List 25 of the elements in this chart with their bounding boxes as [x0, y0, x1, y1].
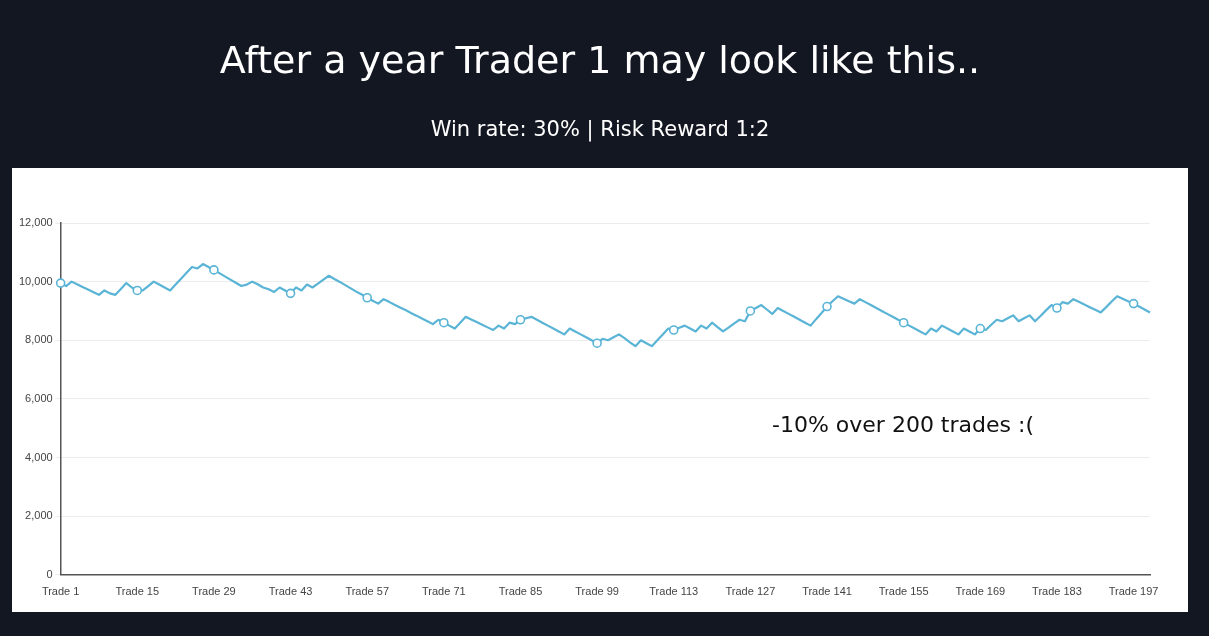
x-tick-label: Trade 99	[575, 585, 619, 598]
annotation: -10% over 200 trades :(	[772, 412, 1034, 437]
x-tick-label: Trade 169	[955, 585, 1006, 598]
y-tick-label: 10,000	[18, 274, 53, 287]
chart-title: After a year Trader 1 may look like this..	[218, 38, 982, 82]
x-tick-label: Trade 43	[268, 585, 313, 598]
y-tick-label: 0	[46, 567, 53, 580]
x-tick-label: Trade 85	[498, 585, 543, 598]
x-tick-label: Trade 15	[115, 585, 160, 598]
x-tick-label: Trade 57	[345, 585, 390, 598]
y-tick-label: 12,000	[18, 216, 53, 229]
y-tick-label: 6,000	[25, 391, 53, 404]
x-tick-label: Trade 155	[878, 585, 929, 598]
chart-subtitle: Win rate: 30% | Risk Reward 1:2	[429, 117, 771, 141]
x-tick-label: Trade 141	[802, 585, 852, 598]
x-tick-label: Trade 113	[649, 585, 699, 598]
y-tick-label: 2,000	[25, 509, 53, 522]
y-tick-label: 4,000	[25, 450, 53, 463]
x-tick-label: Trade 71	[422, 585, 466, 598]
x-tick-label: Trade 127	[725, 585, 776, 598]
x-tick-label: Trade 197	[1108, 585, 1159, 598]
x-tick-label: Trade 183	[1032, 585, 1082, 598]
x-tick-label: Trade 1	[41, 585, 80, 598]
y-tick-label: 8,000	[25, 333, 53, 346]
x-tick-label: Trade 29	[192, 585, 236, 598]
